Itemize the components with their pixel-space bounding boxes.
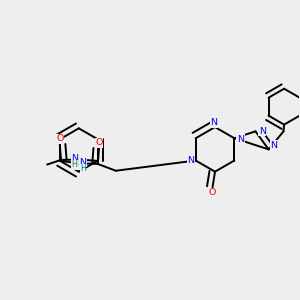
Text: H: H (80, 164, 86, 173)
Text: N: N (80, 158, 86, 167)
Text: N: N (187, 156, 194, 165)
Text: H: H (72, 160, 78, 169)
Text: N: N (71, 154, 78, 163)
Text: O: O (95, 138, 103, 147)
Text: O: O (209, 188, 216, 197)
Text: N: N (211, 118, 218, 127)
Text: O: O (56, 134, 64, 143)
Text: N: N (259, 127, 266, 136)
Text: N: N (237, 135, 244, 144)
Text: N: N (270, 140, 277, 149)
